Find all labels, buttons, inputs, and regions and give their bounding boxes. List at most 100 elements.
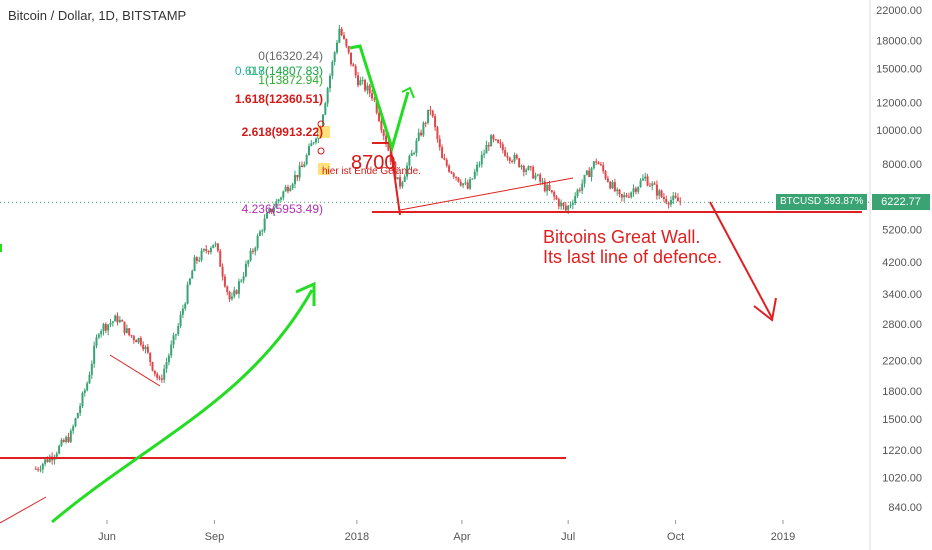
candle-body [385,135,388,145]
great-wall-title: Bitcoins Great Wall. [543,227,700,247]
candle-body [641,178,644,181]
candle-body [672,195,675,201]
candle-body [300,165,303,168]
candle-body [618,189,621,195]
candle-body [553,191,556,197]
candle-body [525,169,528,172]
candle-body [455,176,458,178]
candle-body [648,185,651,187]
candle-body [338,28,341,43]
candle-body [233,290,236,297]
candle-body [653,183,656,185]
candle-body [65,437,68,442]
candle-body [427,109,430,123]
candle-body [364,80,367,91]
candle-body [135,340,138,343]
y-tick-label: 10000.00 [876,125,922,137]
candle-body [660,190,663,198]
candle-body [289,188,292,192]
candle-body [424,122,427,124]
candle-body [625,195,628,197]
candle-body [597,162,600,165]
candle-body [139,338,142,345]
candle-body [527,166,530,170]
candle-body [188,278,191,285]
candle-body [324,103,327,115]
candle-body [251,250,254,252]
forecast-arrow-head [753,297,777,322]
fib-label-4236: 4.236(5953.49) [242,202,323,216]
candle-body [452,173,455,177]
candle-body [511,160,514,162]
candle-body [387,144,390,151]
fib-label-07: 0.7(14807.83) [248,64,323,78]
candle-body [399,177,402,187]
candle-body [226,286,229,292]
candle-body [221,266,224,277]
candle-body [223,276,226,287]
candle-body [592,161,595,169]
candle-body [277,199,280,202]
candle-body [534,175,537,179]
candle-body [191,270,194,279]
candle-body [333,52,336,62]
candle-body [158,377,161,379]
candle-body [116,315,119,323]
candle-body [361,80,364,82]
candle-body [179,314,182,326]
candle-body [632,188,635,193]
y-tick-label: 4200.00 [882,257,922,269]
y-tick-label: 2800.00 [882,319,922,331]
candle-body [86,383,89,391]
x-tick-label: Jun [98,531,116,543]
candle-body [272,207,275,213]
candle-body [380,121,383,131]
candle-body [235,290,238,294]
candle-body [522,165,525,172]
candle-body [366,85,369,91]
candle-body [104,324,107,331]
candle-body [352,64,355,67]
candle-body [214,243,217,245]
candle-body [599,164,602,166]
candle-body [354,66,357,76]
candle-body [639,180,642,188]
candle-body [207,250,210,253]
candle-body [413,153,416,155]
candle-body [107,324,110,331]
candle-body [275,201,278,208]
candle-body [109,322,112,325]
y-tick-label: 8000.00 [882,159,922,171]
candle-body [410,153,413,156]
candle-body [394,162,397,180]
candle-body [340,28,343,36]
candle-body [590,168,593,178]
candle-body [569,204,572,206]
x-tick-label: 2018 [345,531,369,543]
candle-body [79,406,82,414]
candle-body [389,150,392,162]
candle-body [347,46,350,53]
candle-body [417,132,420,141]
candle-body [606,178,609,182]
candle-body [58,445,61,454]
symbol-change-tag: BTCUSD 393.87% [776,194,868,210]
fib-label-0618: 0.618(14807.83) [235,64,323,78]
candle-body [336,42,339,53]
candle-body [583,174,586,184]
level-8700-label: 8700 [351,152,396,174]
candle-body [415,140,418,154]
candle-body [37,468,40,470]
candle-body [595,161,598,163]
candle-body [331,61,334,76]
y-tick-label: 15000.00 [876,63,922,75]
candle-body [165,362,168,369]
candle-body [298,165,301,178]
candle-body [184,303,187,309]
candle-body [501,144,504,151]
candle-body [153,370,156,374]
candle-body [602,165,605,172]
candle-body [291,184,294,189]
edge-marker [0,244,2,252]
